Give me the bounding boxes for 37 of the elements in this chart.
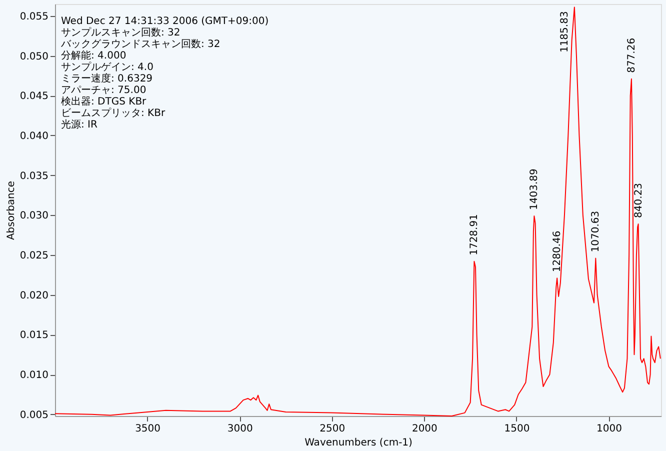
y-tick-label: 0.050 <box>20 51 48 62</box>
annotation: 光源: IR <box>61 118 98 130</box>
annotation: 分解能: 4.000 <box>61 50 126 62</box>
annotation: 877.26 <box>626 38 638 73</box>
annotation: 1185.83 <box>559 11 570 53</box>
y-tick-label: 0.045 <box>20 91 48 102</box>
annotation: アパーチャ: 75.00 <box>61 85 146 96</box>
annotation: 1280.46 <box>552 230 564 272</box>
y-tick-label: 0.040 <box>20 130 48 142</box>
annotation: サンプルゲイン: 4.0 <box>61 61 154 73</box>
annotation: ミラー速度: 0.6329 <box>61 72 153 84</box>
y-tick-label: 0.015 <box>20 330 48 342</box>
x-tick-label: 2000 <box>412 424 438 434</box>
x-tick-label: 3500 <box>135 424 161 434</box>
annotation: Wed Dec 27 14:31:33 2006 (GMT+09:00) <box>61 16 269 27</box>
y-tick-label: 0.030 <box>20 210 48 222</box>
annotation: 1070.63 <box>590 210 602 252</box>
x-tick-label: 1500 <box>504 424 530 434</box>
x-tick-label: 2500 <box>320 424 346 434</box>
annotation: 検出器: DTGS KBr <box>61 96 148 108</box>
line-series <box>54 6 661 416</box>
y-tick-label: 0.035 <box>20 170 48 182</box>
annotation: 840.23 <box>633 182 644 218</box>
annotation: バックグラウンドスキャン回数: 32 <box>60 39 220 50</box>
y-tick-label: 0.005 <box>20 410 48 421</box>
y-tick-label: 0.025 <box>20 250 48 262</box>
y-tick-label: 0.010 <box>20 370 48 382</box>
y-tick-label: 0.055 <box>20 11 48 22</box>
y-tick-label: 0.020 <box>20 290 48 302</box>
annotation: ビームスプリッタ: KBr <box>61 107 166 119</box>
annotation: 1403.89 <box>529 168 540 210</box>
annotation: 1728.91 <box>469 214 480 256</box>
x-axis-title: Wavenumbers (cm-1) <box>304 438 413 448</box>
x-tick-label: 1000 <box>596 424 622 434</box>
annotation: サンプルスキャン回数: 32 <box>61 26 180 38</box>
x-tick-label: 3000 <box>227 424 253 434</box>
y-axis-title: Absorbance <box>6 180 17 240</box>
